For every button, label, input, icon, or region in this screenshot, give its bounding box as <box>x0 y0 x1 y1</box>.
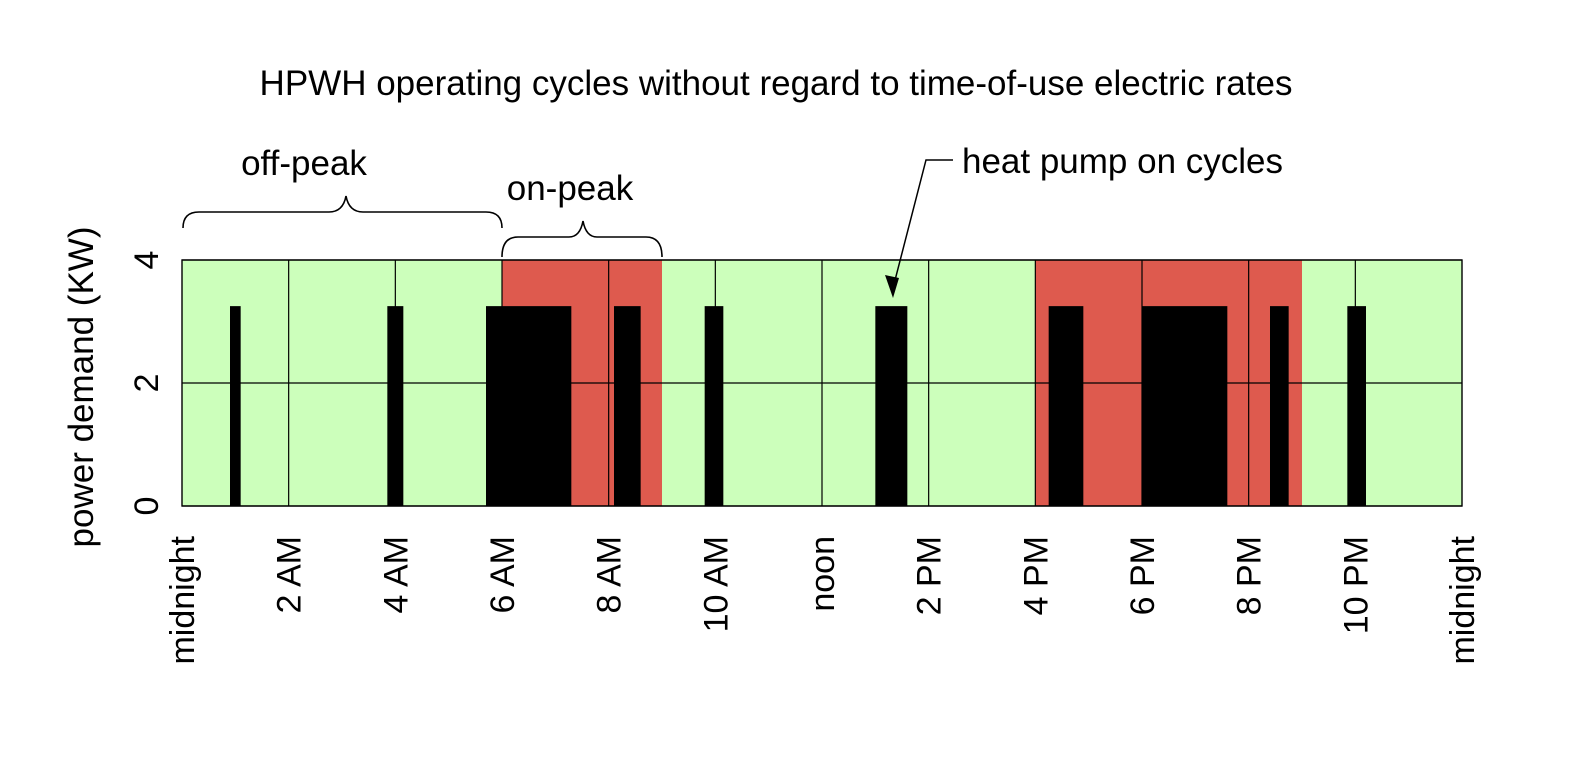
x-tick-label-6: 6 AM <box>484 536 522 613</box>
cycle-bar-5 <box>704 306 724 506</box>
cycle-bar-2 <box>387 306 404 506</box>
x-tick-label-24: midnight <box>1444 535 1482 664</box>
y-tick-label-4: 4 <box>128 251 166 270</box>
on-peak-label: on-peak <box>507 169 634 208</box>
y-tick-labels: 0 2 4 <box>128 251 166 516</box>
x-tick-label-0: midnight <box>164 535 202 664</box>
cycles-callout-line <box>892 159 953 289</box>
plot-frame <box>181 259 1463 507</box>
heat-pump-cycle-bars <box>230 306 1366 506</box>
cycle-bar-7 <box>1048 306 1084 506</box>
y-tick-label-0: 0 <box>128 497 166 516</box>
x-tick-label-18: 6 PM <box>1124 536 1162 615</box>
x-tick-label-2: 2 AM <box>271 536 309 613</box>
x-tick-label-8: 8 AM <box>591 536 629 613</box>
x-tick-label-10: 10 AM <box>697 536 735 632</box>
plot-area <box>181 259 1463 507</box>
x-tick-label-14: 2 PM <box>911 536 949 615</box>
x-tick-label-16: 4 PM <box>1017 536 1055 615</box>
cycles-callout-arrowhead <box>885 275 899 298</box>
x-tick-label-4: 4 AM <box>377 536 415 613</box>
y-axis-label: power demand (KW) <box>62 227 101 548</box>
on-peak-brace <box>501 220 663 258</box>
cycle-bar-10 <box>1347 306 1366 506</box>
cycle-bar-1 <box>230 306 241 506</box>
x-tick-labels: midnight 2 AM 4 AM 6 AM 8 AM 10 AM noon 2 PM 4 P… <box>164 535 1482 664</box>
cycle-bar-4 <box>614 306 641 506</box>
cycle-bar-3 <box>486 306 572 506</box>
cycle-bar-8 <box>1142 306 1228 506</box>
cycles-callout-label: heat pump on cycles <box>962 142 1283 181</box>
cycle-bar-9 <box>1270 306 1289 506</box>
x-tick-label-12: noon <box>804 536 842 612</box>
y-tick-label-2: 2 <box>128 374 166 393</box>
x-tick-label-20: 8 PM <box>1231 536 1269 615</box>
off-peak-brace <box>182 195 503 229</box>
off-peak-label: off-peak <box>241 144 367 183</box>
chart-title: HPWH operating cycles without regard to … <box>260 64 1293 103</box>
x-tick-label-22: 10 PM <box>1337 536 1375 634</box>
cycle-bar-6 <box>875 306 908 506</box>
